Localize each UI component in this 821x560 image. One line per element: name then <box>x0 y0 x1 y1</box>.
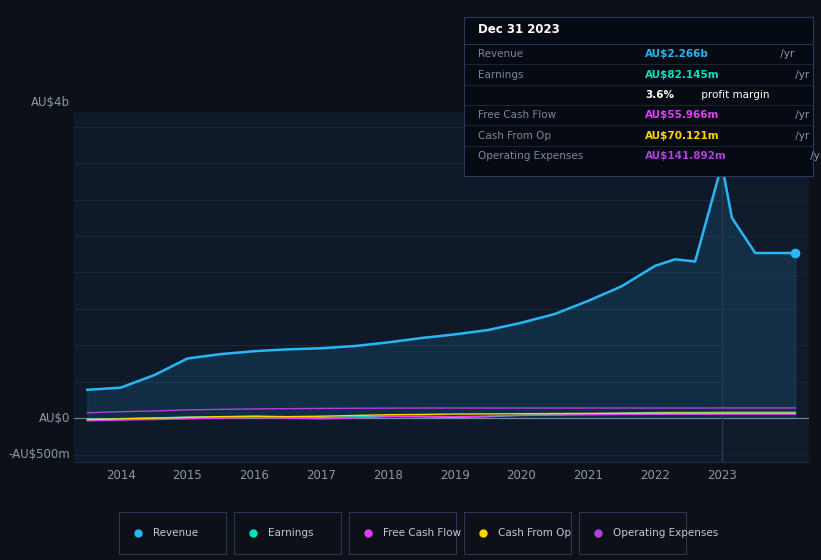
Text: AU$141.892m: AU$141.892m <box>645 151 727 161</box>
Text: Operating Expenses: Operating Expenses <box>613 529 718 538</box>
Text: Revenue: Revenue <box>478 49 523 59</box>
Text: Free Cash Flow: Free Cash Flow <box>383 529 461 538</box>
Text: AU$2.266b: AU$2.266b <box>645 49 709 59</box>
Text: Earnings: Earnings <box>268 529 314 538</box>
Text: AU$4b: AU$4b <box>30 96 70 109</box>
Text: profit margin: profit margin <box>698 90 769 100</box>
Text: 3.6%: 3.6% <box>645 90 674 100</box>
Text: -AU$500m: -AU$500m <box>8 448 70 461</box>
Text: AU$82.145m: AU$82.145m <box>645 69 720 80</box>
Text: AU$0: AU$0 <box>39 412 70 424</box>
Text: Operating Expenses: Operating Expenses <box>478 151 583 161</box>
Text: /yr: /yr <box>777 49 795 59</box>
Text: AU$70.121m: AU$70.121m <box>645 130 720 141</box>
Text: Earnings: Earnings <box>478 69 523 80</box>
Text: Dec 31 2023: Dec 31 2023 <box>478 23 560 36</box>
Text: /yr: /yr <box>806 151 821 161</box>
Bar <box>722 112 809 462</box>
Text: /yr: /yr <box>792 130 810 141</box>
Text: Free Cash Flow: Free Cash Flow <box>478 110 556 120</box>
Text: /yr: /yr <box>792 69 810 80</box>
Text: /yr: /yr <box>792 110 810 120</box>
Text: Revenue: Revenue <box>154 529 199 538</box>
Text: Cash From Op: Cash From Op <box>498 529 571 538</box>
Text: AU$55.966m: AU$55.966m <box>645 110 720 120</box>
Text: Cash From Op: Cash From Op <box>478 130 551 141</box>
